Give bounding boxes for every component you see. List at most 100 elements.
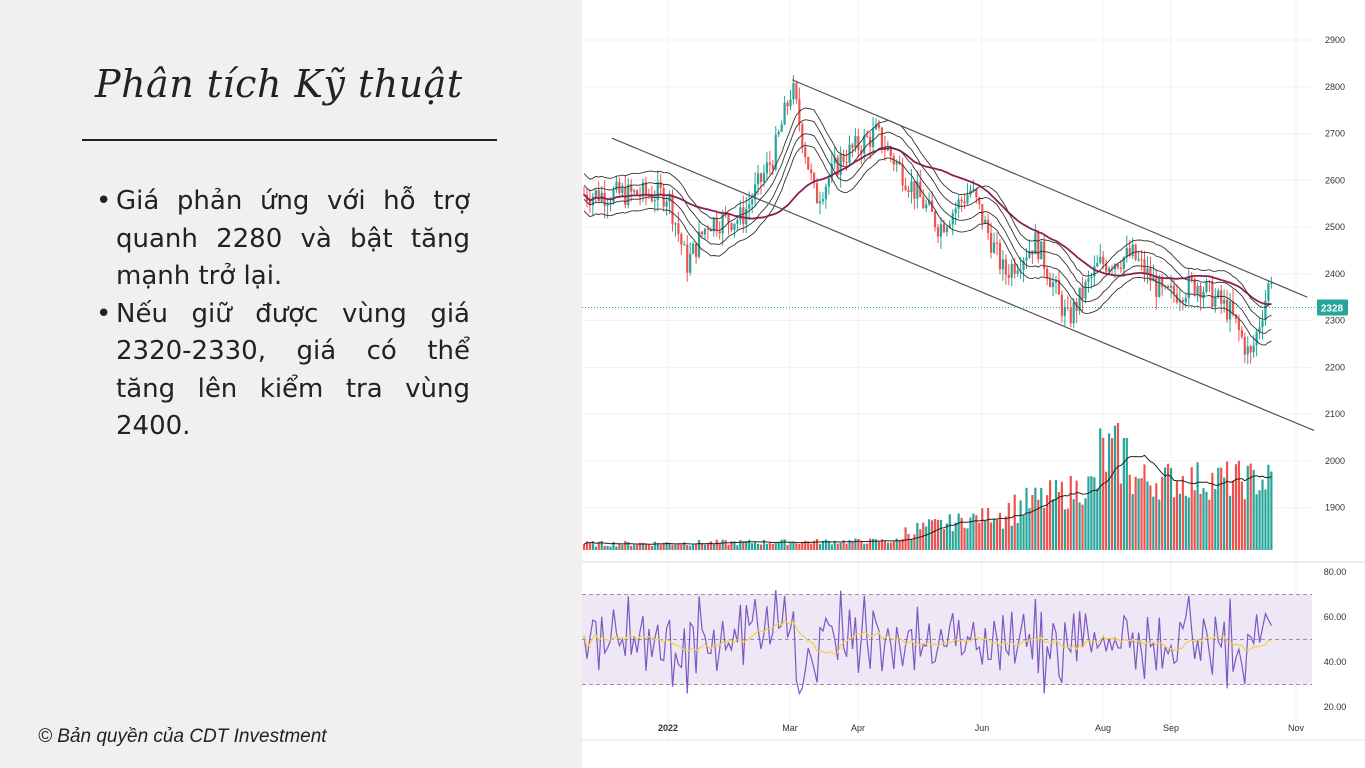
candle-body [863, 135, 866, 154]
candle-body [733, 223, 736, 230]
candle-body [904, 185, 907, 190]
volume-bar [1267, 464, 1270, 550]
volume-bar [792, 541, 795, 550]
volume-bar [992, 519, 996, 550]
volume-bar [1184, 495, 1187, 550]
volume-bar [1072, 499, 1075, 550]
candle-body [1102, 256, 1105, 265]
volume-bar [1078, 502, 1081, 550]
candle-body [789, 99, 792, 107]
volume-bar [1019, 500, 1022, 550]
volume-bar [810, 543, 813, 550]
volume-bar [1096, 488, 1099, 550]
candle-body [739, 207, 742, 220]
last-price-badge [1317, 299, 1348, 316]
candle-body [957, 199, 960, 209]
candle-body [630, 184, 633, 192]
candle-body [1010, 263, 1013, 278]
volume-bar [877, 541, 881, 550]
candle-body [813, 173, 816, 184]
volume-bar [807, 541, 810, 550]
volume-bar [712, 544, 715, 550]
volume-bar [1255, 494, 1258, 550]
candle-body [1193, 278, 1196, 295]
bullet-item: • Nếu giữ được vùng giá 2320-2330, giá có… [96, 296, 470, 446]
candle-body [869, 136, 872, 147]
candle-body [1066, 307, 1069, 309]
volume-bar [1105, 471, 1108, 550]
candle-body [821, 199, 825, 202]
volume-bar [745, 541, 748, 550]
volume-bar [1211, 472, 1214, 550]
volume-bar [686, 545, 689, 550]
volume-bar [718, 542, 721, 550]
candle-body [1004, 259, 1007, 275]
candle-body [765, 162, 768, 174]
candle-body [653, 200, 656, 202]
volume-bar [1110, 438, 1114, 550]
slide-text-panel: Phân tích Kỹ thuật • Giá phản ứng với hỗ … [0, 0, 582, 768]
candle-body [1158, 277, 1161, 297]
candle-body [762, 173, 766, 182]
bullet-item: • Giá phản ứng với hỗ trợ quanh 2280 và b… [96, 183, 470, 296]
candle-body [1211, 281, 1214, 308]
volume-bar [680, 544, 683, 550]
band-line [583, 107, 1272, 308]
volume-bar [886, 542, 889, 550]
volume-bar [1246, 465, 1249, 550]
volume-bar [1146, 481, 1149, 550]
candle-body [1001, 259, 1004, 270]
candle-body [1025, 257, 1028, 261]
candle-body [1093, 266, 1096, 277]
candle-body [824, 186, 827, 200]
volume-bar [1237, 460, 1240, 550]
candle-body [697, 231, 701, 257]
volume-bar [647, 544, 650, 550]
volume-bar [963, 527, 966, 550]
volume-bar [1069, 475, 1072, 550]
candle-body [1057, 279, 1061, 295]
volume-bar [801, 541, 804, 550]
volume-bar [588, 542, 591, 550]
time-tick-label: Aug [1095, 723, 1111, 733]
candle-body [1202, 291, 1205, 299]
volume-bar [683, 542, 686, 550]
volume-bar [1043, 507, 1046, 550]
volume-bar [854, 538, 857, 550]
volume-bar [627, 542, 630, 550]
candle-body [756, 173, 760, 185]
volume-bar [656, 543, 659, 550]
candle-body [945, 227, 948, 233]
volume-bar [895, 538, 898, 550]
volume-bar [783, 539, 786, 550]
volume-bar [1001, 528, 1004, 550]
candle-body [644, 182, 648, 195]
volume-bar [1258, 490, 1261, 550]
volume-bar [724, 540, 727, 550]
volume-bar [1169, 467, 1173, 550]
candle-body [981, 204, 984, 224]
volume-bar [1031, 495, 1034, 550]
candle-body [730, 223, 733, 230]
candle-body [954, 208, 957, 214]
trading-chart: 2328 2900 2800 2700 2600 2500 2400 2300 2200 210… [582, 0, 1365, 768]
moving-average-long [583, 146, 1272, 306]
time-tick-label: Jun [975, 723, 990, 733]
volume-bar [1113, 425, 1117, 550]
candle-body [715, 218, 718, 232]
candle-body [633, 190, 636, 192]
candle-body [1155, 277, 1158, 297]
copyright-note: © Bản quyền của CDT Investment [38, 726, 327, 747]
candle-body [671, 193, 674, 224]
volume-bar [1175, 481, 1179, 550]
candle-body [1264, 300, 1267, 321]
price-tick-label: 2100 [1325, 409, 1345, 419]
time-tick-label: Apr [851, 723, 865, 733]
channel-lower-line [611, 137, 1315, 431]
volume-bar [931, 520, 934, 550]
volume-bar [1075, 480, 1078, 550]
volume-bar [913, 534, 916, 550]
candle-body [665, 201, 668, 207]
candle-body [1099, 256, 1102, 263]
candle-body [659, 182, 662, 188]
